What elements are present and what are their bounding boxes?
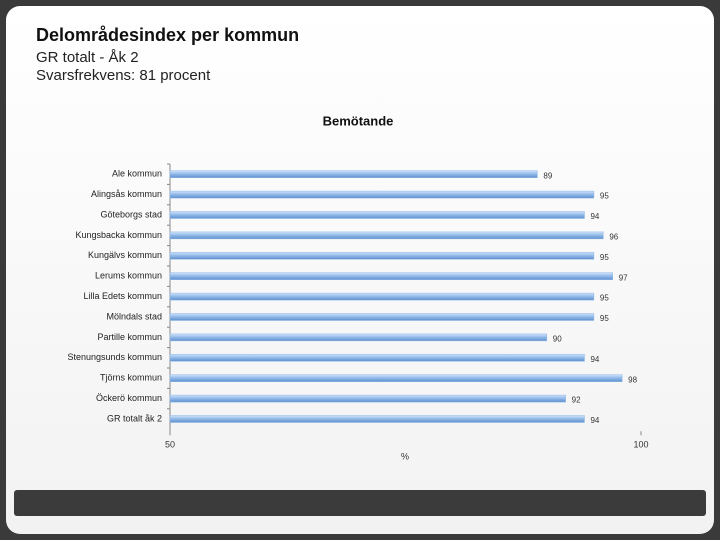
bar	[169, 415, 585, 423]
bar	[169, 211, 585, 219]
bar	[169, 354, 585, 362]
y-tick-label: Öckerö kommun	[96, 393, 162, 403]
value-label: 90	[553, 335, 562, 344]
value-label: 98	[628, 375, 637, 384]
y-tick-label: GR totalt åk 2	[107, 413, 162, 423]
bar	[169, 190, 595, 199]
y-tick-label: Tjörns kommun	[100, 373, 162, 383]
slide-title: Delområdesindex per kommun	[36, 25, 299, 45]
bar	[169, 374, 623, 382]
bar	[169, 272, 613, 280]
bar	[169, 170, 538, 178]
x-tick-label: 50	[165, 440, 175, 450]
y-tick-label: Ale kommun	[112, 169, 162, 179]
value-label: 94	[590, 355, 599, 364]
decoration	[14, 490, 706, 516]
bar	[169, 313, 595, 321]
y-tick-label: Lerums kommun	[95, 271, 162, 281]
y-tick-label: Kungälvs kommun	[88, 250, 162, 260]
value-label: 96	[609, 233, 618, 242]
response-rate: Svarsfrekvens: 81 procent	[36, 67, 211, 84]
y-tick-label: Alingsås kommun	[91, 189, 162, 199]
y-tick-label: Göteborgs stad	[100, 209, 162, 219]
value-label: 97	[619, 273, 628, 282]
bar	[169, 333, 548, 342]
value-label: 95	[600, 314, 609, 323]
y-tick-label: Partille kommun	[97, 332, 162, 342]
y-tick-label: Kungsbacka kommun	[75, 230, 162, 240]
bar	[169, 292, 595, 301]
value-label: 95	[600, 192, 609, 201]
value-label: 94	[590, 212, 599, 221]
value-label: 92	[572, 396, 581, 405]
bar	[169, 252, 595, 260]
slide-subtitle: GR totalt - Åk 2	[36, 49, 139, 66]
y-tick-label: Stenungsunds kommun	[67, 352, 162, 362]
value-label: 94	[590, 416, 599, 425]
bar	[169, 394, 566, 403]
value-label: 95	[600, 253, 609, 262]
value-label: 89	[543, 171, 552, 180]
x-axis-label: %	[401, 451, 409, 461]
chart-title: Bemötande	[323, 113, 394, 128]
value-label: 95	[600, 294, 609, 303]
x-tick-label: 100	[633, 440, 648, 450]
y-tick-label: Lilla Edets kommun	[83, 291, 162, 301]
bar	[169, 231, 604, 240]
y-tick-label: Mölndals stad	[106, 311, 162, 321]
